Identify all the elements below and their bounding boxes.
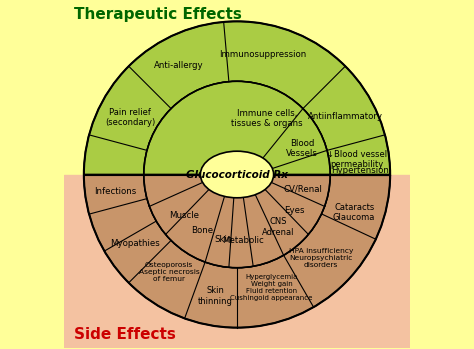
Text: Hyperglycemia
Weight gain
Fluid retention
Cushingoid appearance: Hyperglycemia Weight gain Fluid retentio… [230, 274, 313, 301]
Bar [64, 1, 410, 174]
Text: Pain relief
(secondary): Pain relief (secondary) [105, 108, 155, 127]
Text: Osteoporosis
Aseptic necrosis
of femur: Osteoporosis Aseptic necrosis of femur [139, 262, 200, 282]
Text: Blood
Vessels: Blood Vessels [286, 139, 318, 158]
Text: Immune cells,
tissues & organs: Immune cells, tissues & organs [231, 109, 302, 128]
Text: Skin: Skin [214, 235, 232, 244]
Wedge shape [84, 21, 390, 174]
Text: Infections: Infections [94, 187, 136, 196]
Text: Metabolic: Metabolic [222, 236, 264, 245]
Text: Therapeutic Effects: Therapeutic Effects [74, 7, 242, 22]
Text: Skin
thinning: Skin thinning [198, 286, 233, 305]
Text: Anti-allergy: Anti-allergy [155, 61, 204, 70]
Wedge shape [84, 174, 390, 328]
Text: Antiinflammatory: Antiinflammatory [308, 112, 383, 121]
Text: Hypertension: Hypertension [331, 166, 389, 175]
Bar [64, 174, 410, 348]
Ellipse shape [201, 151, 273, 198]
Wedge shape [144, 174, 330, 268]
Text: Glucocorticoid Rx: Glucocorticoid Rx [186, 170, 288, 179]
Text: Cataracts
Glaucoma: Cataracts Glaucoma [333, 203, 375, 222]
Text: Immunosuppression: Immunosuppression [219, 50, 306, 59]
Text: CV/Renal: CV/Renal [284, 184, 323, 193]
Wedge shape [144, 81, 330, 174]
Text: Eyes: Eyes [284, 206, 305, 215]
Text: Side Effects: Side Effects [74, 327, 176, 342]
Text: Muscle: Muscle [170, 211, 200, 220]
Text: HPA insufficiency
Neuropsychiatric
disorders: HPA insufficiency Neuropsychiatric disor… [289, 248, 353, 268]
Text: Myopathies: Myopathies [110, 239, 160, 248]
Text: CNS
Adrenal: CNS Adrenal [262, 217, 294, 237]
Text: Bone: Bone [191, 227, 213, 236]
Text: ↓Blood vessel
permeability: ↓Blood vessel permeability [327, 150, 387, 169]
